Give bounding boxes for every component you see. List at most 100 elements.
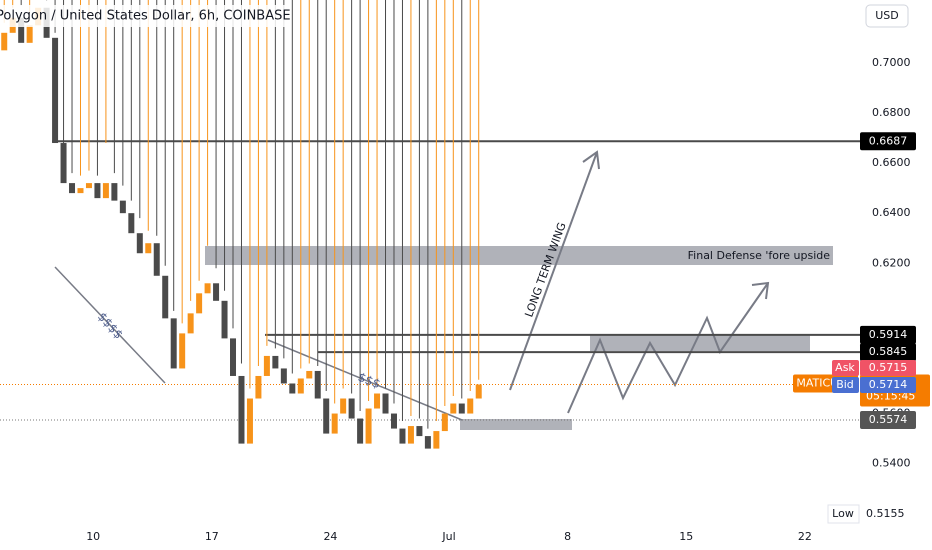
candle-body — [433, 431, 440, 449]
y-tick-label: 0.5400 — [872, 457, 911, 470]
candle-body — [475, 384, 482, 399]
candle-body — [458, 403, 465, 414]
candle-body — [390, 413, 397, 429]
candle-body — [272, 355, 279, 369]
candle-body — [340, 398, 347, 414]
low-name: Low — [832, 507, 854, 520]
candle-body — [441, 413, 448, 432]
level-label-bg — [860, 411, 916, 430]
candle-body — [306, 370, 313, 379]
candle-body — [263, 355, 270, 376]
ask-value: 0.5715 — [869, 361, 908, 374]
annotation: Final Defense 'fore upside — [688, 249, 831, 262]
candle-body — [323, 398, 330, 434]
y-tick-label: 0.6800 — [872, 106, 911, 119]
ask-name-bg — [832, 360, 859, 376]
candle-body — [162, 275, 169, 319]
candle-body — [119, 200, 126, 214]
candle-body — [255, 375, 262, 399]
candle-body — [280, 368, 287, 384]
candle-body — [357, 418, 364, 444]
candle-body — [467, 398, 474, 414]
level-label: 0.5574 — [869, 413, 908, 426]
arrow-head — [582, 150, 600, 170]
candle-body — [331, 413, 338, 434]
candle-body — [221, 300, 228, 339]
candle-body — [238, 375, 245, 444]
price-line-label-bg — [860, 325, 916, 344]
x-tick-label: 8 — [564, 530, 571, 543]
ask-name: Ask — [835, 361, 855, 374]
candle-body — [196, 293, 203, 314]
candle-body — [297, 378, 304, 394]
x-tick-label: 22 — [798, 530, 812, 543]
x-tick-label: 17 — [205, 530, 219, 543]
candle-body — [60, 143, 67, 184]
candle-body — [204, 283, 211, 294]
y-tick-label: 0.6200 — [872, 256, 911, 269]
bid-value-bg — [860, 377, 916, 393]
x-tick-label: 15 — [679, 530, 693, 543]
price-line-label: 0.6687 — [869, 134, 908, 147]
candle-body — [102, 183, 109, 199]
candle-body — [289, 383, 296, 394]
candle-body — [187, 313, 194, 334]
candle-body — [77, 188, 84, 194]
projection-path — [567, 282, 769, 414]
price-line-label: 0.5914 — [869, 328, 908, 341]
target-zone — [590, 334, 810, 351]
candle-body — [136, 233, 143, 254]
currency-button[interactable] — [865, 4, 909, 28]
candle-body — [382, 393, 389, 414]
candle-body — [399, 428, 406, 444]
currency[interactable]: USD — [875, 9, 899, 22]
candle-body — [407, 426, 414, 444]
x-tick-label: 10 — [86, 530, 100, 543]
price-line-label: 0.5845 — [869, 345, 908, 358]
candle-body — [246, 398, 253, 444]
support-zone — [460, 419, 572, 430]
x-tick-label: 24 — [323, 530, 337, 543]
bid-name-bg — [832, 377, 859, 393]
ask-value-bg — [860, 360, 916, 376]
title-bg — [0, 5, 290, 27]
candle-body — [314, 370, 321, 399]
candle-body — [52, 37, 59, 144]
candle-body — [94, 183, 101, 199]
candle-body — [26, 25, 33, 43]
candle-body — [365, 408, 372, 444]
candle-body — [170, 318, 177, 369]
bid-value: 0.5714 — [869, 378, 908, 391]
chart-title: Polygon / United States Dollar, 6h, COIN… — [0, 9, 291, 24]
low-value: 0.5155 — [866, 507, 905, 520]
candle-body — [424, 436, 431, 449]
candle-body — [145, 243, 152, 254]
x-tick-label: Jul — [441, 530, 455, 543]
candle-body — [230, 338, 237, 376]
candle-body — [450, 403, 457, 414]
y-tick-label: 0.6400 — [872, 206, 911, 219]
candle-body — [1, 32, 8, 51]
candle-body — [416, 426, 423, 437]
price-line-label-bg — [860, 343, 916, 362]
arrow-head — [751, 281, 770, 300]
candle-body — [153, 243, 160, 276]
candle-body — [85, 183, 92, 189]
bid-name: Bid — [836, 378, 854, 391]
candle-body — [128, 213, 135, 234]
resistance-zone — [205, 246, 833, 265]
candle-body — [111, 183, 118, 201]
long-arrow — [509, 151, 598, 391]
plot — [0, 0, 860, 449]
y-tick-label: 0.6600 — [872, 156, 911, 169]
low-name-bg — [827, 504, 860, 524]
candle-body — [179, 333, 186, 369]
candle-body — [348, 398, 355, 419]
candle-body — [374, 393, 381, 409]
trend-line — [54, 266, 166, 384]
candle-body — [18, 17, 25, 43]
candle-body — [213, 283, 220, 301]
price-line-label-bg — [860, 132, 916, 151]
candle-body — [69, 183, 76, 194]
